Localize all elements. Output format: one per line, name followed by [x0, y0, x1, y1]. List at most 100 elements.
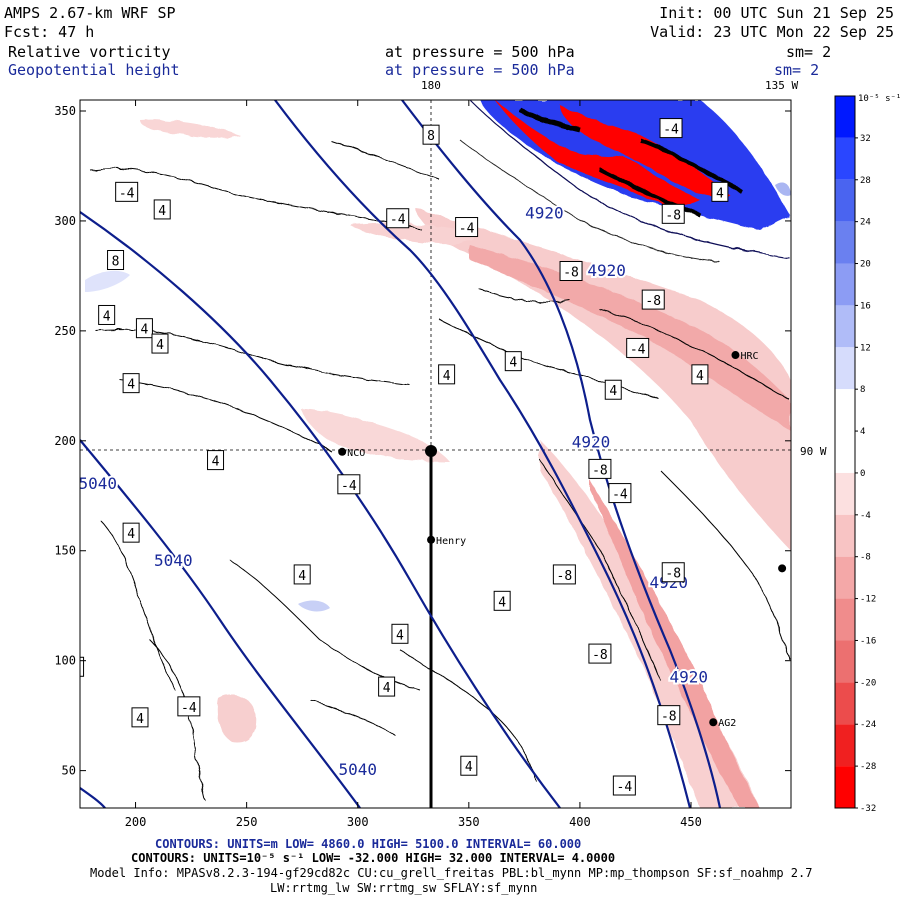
intense-black-contours — [518, 107, 581, 133]
vorticity-label: -4 — [663, 123, 679, 138]
height-label: 4920 — [572, 432, 611, 451]
vorticity-label-box — [151, 333, 169, 354]
height-label: 5040 — [154, 551, 193, 570]
footer-vorticity-contours: CONTOURS: UNITS=10⁻⁵ s⁻¹ LOW= -32.000 HI… — [131, 851, 616, 865]
vort-contour — [309, 699, 396, 736]
vorticity-label-box — [337, 474, 361, 495]
vorticity-label: 8 — [112, 255, 120, 270]
colorbar-swatch — [835, 137, 855, 180]
vorticity-label: 4 — [696, 369, 704, 384]
vorticity-label-box — [691, 364, 709, 385]
height-label: 5040 — [338, 760, 377, 779]
vorticity-label: -8 — [665, 208, 681, 223]
height-contour-4920-a — [274, 100, 692, 808]
height-label: 4920 — [587, 261, 626, 280]
vorticity-label-box — [504, 351, 522, 372]
vorticity-label-box — [135, 318, 153, 339]
vorticity-label: 4 — [383, 681, 391, 696]
height-contour-5040-c — [80, 787, 106, 808]
vorticity-label: -4 — [630, 342, 646, 357]
colorbar-tick-label: 0 — [860, 469, 865, 479]
vorticity-label: -8 — [592, 648, 608, 663]
colorbar-swatch — [835, 682, 855, 725]
colorbar: 32 28 24 20 16 12 8 4 0 -4 -8 -12 -16 -20 -24 -28 -32 — [834, 95, 876, 814]
vorticity-label: 4 — [212, 455, 220, 470]
vorticity-label-box — [422, 124, 440, 145]
y-tick-label: 200 — [54, 434, 76, 448]
station-markers: NCO Henry HRC AG2 — [338, 351, 787, 729]
vorticity-label-box — [122, 522, 140, 543]
colorbar-swatch — [835, 347, 855, 390]
x-tick-label: 400 — [569, 815, 591, 829]
colorbar-swatch — [835, 724, 855, 767]
colorbar-tick-label: -20 — [860, 678, 876, 688]
station-marker — [709, 718, 718, 727]
colorbar-tick-label: 4 — [860, 427, 865, 437]
shade-blue-patch-2 — [298, 600, 330, 612]
height-label: 4920 — [670, 668, 709, 687]
colorbar-tick-label: 28 — [860, 176, 871, 186]
vorticity-label: -8 — [665, 567, 681, 582]
colorbar-swatch — [835, 556, 855, 599]
vorticity-label-box — [207, 450, 225, 471]
shade-patch-left — [216, 694, 257, 743]
colorbar-tick-label: 20 — [860, 260, 871, 270]
vorticity-label: -8 — [557, 569, 573, 584]
shade-patch-center — [300, 408, 450, 462]
colorbar-unit: 10⁻⁵ s⁻¹ — [858, 94, 900, 104]
vorticity-label-box — [608, 483, 632, 504]
station-marker — [731, 351, 740, 360]
vorticity-label: 4 — [396, 628, 404, 643]
colorbar-swatch — [835, 472, 855, 515]
colorbar-swatch — [835, 766, 855, 808]
vorticity-label: 8 — [427, 129, 435, 144]
vorticity-label: -4 — [459, 222, 475, 237]
height-label: 5040 — [79, 474, 118, 493]
colorbar-tick-label: -32 — [860, 804, 876, 814]
field1-name: Relative vorticity — [8, 43, 171, 61]
vorticity-label: 4 — [127, 378, 135, 393]
y-tick-label: 150 — [54, 544, 76, 558]
station-marker — [338, 447, 347, 456]
colorbar-swatch — [835, 221, 855, 264]
intense-red-streak-2 — [560, 105, 730, 197]
vorticity-label: -4 — [181, 701, 197, 716]
vorticity-label: 4 — [136, 712, 144, 727]
x-tick-label: 450 — [680, 815, 702, 829]
station-marker — [427, 535, 436, 544]
model-title: AMPS 2.67-km WRF SP — [4, 4, 176, 22]
plot-frame — [79, 99, 792, 809]
height-label: 4920 — [525, 204, 564, 223]
y-tick-label: 100 — [54, 654, 76, 668]
vorticity-label: -4 — [119, 186, 135, 201]
negative-vorticity-shading — [140, 119, 791, 808]
x-tick-label: 200 — [125, 815, 147, 829]
intense-red-streak-1 — [495, 100, 700, 206]
colorbar-swatch — [835, 598, 855, 641]
vorticity-label-box — [641, 289, 665, 310]
vorticity-label: 4 — [498, 595, 506, 610]
vorticity-label-box — [559, 261, 583, 282]
station-marker — [778, 564, 787, 573]
vorticity-label-box — [612, 775, 636, 796]
vorticity-label-box — [588, 458, 612, 479]
colorbar-swatch — [835, 263, 855, 306]
field2-smooth: sm= 2 — [774, 61, 820, 79]
footer-height-contours: CONTOURS: UNITS=m LOW= 4860.0 HIGH= 5100… — [155, 837, 582, 851]
colorbar-swatch — [835, 305, 855, 348]
colorbar-tick-label: -8 — [860, 553, 871, 563]
colorbar-tick-label: -12 — [860, 595, 876, 605]
height-contour-5040-b — [80, 439, 361, 808]
vort-contour — [329, 139, 441, 181]
y-tick-label: 350 — [54, 104, 76, 118]
footer-model-info-2: LW:rrtmg_lw SW:rrtmg_sw SFLAY:sf_mynn — [270, 881, 538, 895]
vorticity-label-box — [115, 181, 139, 202]
vorticity-label: 4 — [609, 384, 617, 399]
vorticity-label: 4 — [127, 527, 135, 542]
dense-contour-edge-2 — [459, 139, 721, 263]
vorticity-label-box — [386, 208, 410, 229]
colorbar-swatch — [835, 431, 855, 473]
